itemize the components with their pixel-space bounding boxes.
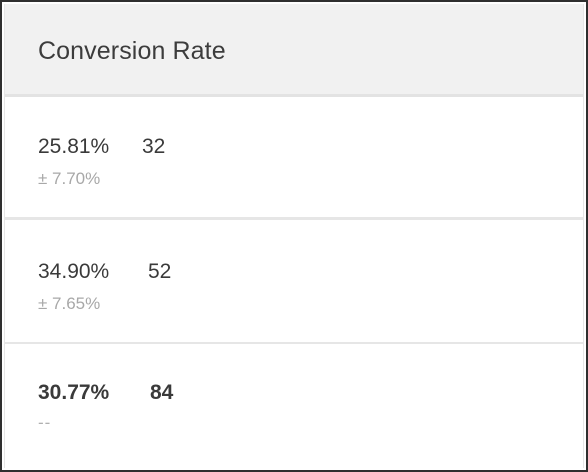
table-row-total: 30.77% 84 --: [5, 346, 583, 470]
conversion-rate-panel: Conversion Rate 25.81% 32 ± 7.70% 34.90%…: [4, 4, 584, 468]
column-title: Conversion Rate: [38, 37, 226, 65]
confidence-interval: ± 7.65%: [38, 294, 101, 313]
conversion-rate-value: 34.90%: [38, 260, 110, 283]
confidence-interval: ± 7.70%: [38, 169, 101, 188]
table-row: 34.90% 52 ± 7.65%: [5, 223, 583, 344]
conversion-count: 84: [150, 381, 174, 404]
confidence-interval: --: [38, 413, 52, 432]
column-header: Conversion Rate: [5, 4, 583, 97]
conversion-rate-value: 25.81%: [38, 135, 110, 158]
table-row: 25.81% 32 ± 7.70%: [5, 100, 583, 220]
conversion-count: 52: [148, 260, 172, 283]
conversion-rate-value: 30.77%: [38, 381, 110, 404]
conversion-count: 32: [142, 135, 166, 158]
